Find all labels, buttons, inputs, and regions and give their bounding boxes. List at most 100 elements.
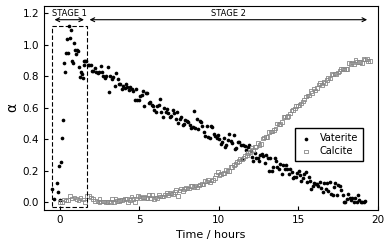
- Vaterite: [291, 175, 298, 179]
- Calcite: [168, 192, 175, 196]
- Vaterite: [157, 97, 163, 101]
- Calcite: [96, 197, 103, 201]
- Vaterite: [290, 176, 296, 180]
- Calcite: [266, 130, 272, 134]
- Vaterite: [235, 140, 241, 144]
- Vaterite: [76, 75, 83, 78]
- Vaterite: [186, 123, 193, 126]
- Calcite: [261, 136, 268, 139]
- Vaterite: [116, 82, 122, 86]
- Vaterite: [225, 138, 231, 142]
- Calcite: [290, 108, 296, 112]
- Vaterite: [218, 142, 224, 146]
- Calcite: [360, 57, 367, 61]
- Calcite: [272, 126, 278, 130]
- Vaterite: [230, 133, 237, 137]
- Calcite: [319, 83, 325, 87]
- Calcite: [292, 107, 298, 110]
- Vaterite: [354, 200, 360, 204]
- Calcite: [240, 156, 246, 160]
- Calcite: [253, 144, 259, 148]
- Calcite: [63, 199, 69, 202]
- Calcite: [152, 196, 159, 200]
- Vaterite: [60, 118, 66, 122]
- Vaterite: [103, 75, 109, 78]
- Vaterite: [202, 134, 208, 138]
- Calcite: [298, 102, 304, 106]
- Vaterite: [232, 147, 238, 151]
- Vaterite: [183, 118, 189, 122]
- Calcite: [343, 67, 349, 71]
- Calcite: [172, 190, 178, 194]
- Calcite: [208, 178, 215, 182]
- Calcite: [351, 62, 357, 66]
- Calcite: [244, 153, 250, 157]
- Vaterite: [106, 90, 112, 94]
- Calcite: [264, 135, 271, 139]
- Vaterite: [342, 200, 349, 204]
- Calcite: [296, 103, 303, 107]
- Vaterite: [194, 117, 200, 121]
- Vaterite: [57, 198, 63, 202]
- Vaterite: [246, 143, 252, 147]
- Vaterite: [130, 89, 136, 93]
- Calcite: [242, 154, 248, 158]
- Calcite: [215, 170, 221, 174]
- Calcite: [111, 200, 117, 204]
- Vaterite: [53, 181, 60, 185]
- Calcite: [175, 194, 181, 198]
- Calcite: [73, 197, 80, 201]
- Vaterite: [263, 153, 269, 157]
- Vaterite: [240, 143, 246, 147]
- Calcite: [295, 104, 301, 108]
- Vaterite: [321, 181, 327, 185]
- Vaterite: [158, 110, 165, 114]
- Vaterite: [323, 187, 329, 191]
- Vaterite: [276, 167, 282, 171]
- Calcite: [160, 195, 167, 199]
- Vaterite: [351, 200, 357, 204]
- Vaterite: [124, 85, 131, 89]
- Calcite: [347, 62, 354, 66]
- Vaterite: [334, 193, 340, 197]
- Vaterite: [145, 101, 152, 105]
- Vaterite: [98, 64, 104, 68]
- Calcite: [136, 195, 143, 199]
- Vaterite: [280, 163, 286, 167]
- Calcite: [162, 193, 168, 197]
- Calcite: [200, 183, 207, 186]
- Calcite: [221, 171, 227, 175]
- Legend: Vaterite, Calcite: Vaterite, Calcite: [296, 128, 363, 161]
- Calcite: [337, 69, 343, 73]
- Vaterite: [190, 125, 196, 129]
- Calcite: [234, 160, 240, 164]
- Bar: [52, 26, 87, 207]
- Vaterite: [215, 133, 221, 137]
- Vaterite: [170, 108, 176, 112]
- Vaterite: [129, 87, 135, 91]
- Calcite: [311, 86, 317, 90]
- Vaterite: [141, 104, 147, 108]
- Calcite: [133, 196, 139, 200]
- Calcite: [67, 194, 73, 198]
- Calcite: [157, 195, 163, 199]
- Calcite: [322, 81, 328, 85]
- Vaterite: [83, 59, 90, 63]
- Vaterite: [255, 155, 261, 159]
- Calcite: [191, 185, 197, 189]
- Vaterite: [93, 70, 99, 74]
- Calcite: [130, 197, 136, 201]
- Calcite: [205, 178, 211, 182]
- Vaterite: [73, 48, 80, 52]
- Calcite: [103, 200, 109, 204]
- Calcite: [236, 159, 242, 163]
- Calcite: [250, 148, 256, 152]
- Calcite: [271, 128, 277, 132]
- Vaterite: [211, 132, 217, 136]
- Vaterite: [212, 134, 218, 138]
- Calcite: [328, 72, 335, 76]
- Vaterite: [352, 196, 358, 200]
- Vaterite: [78, 70, 84, 74]
- Vaterite: [185, 121, 191, 124]
- Vaterite: [138, 92, 145, 96]
